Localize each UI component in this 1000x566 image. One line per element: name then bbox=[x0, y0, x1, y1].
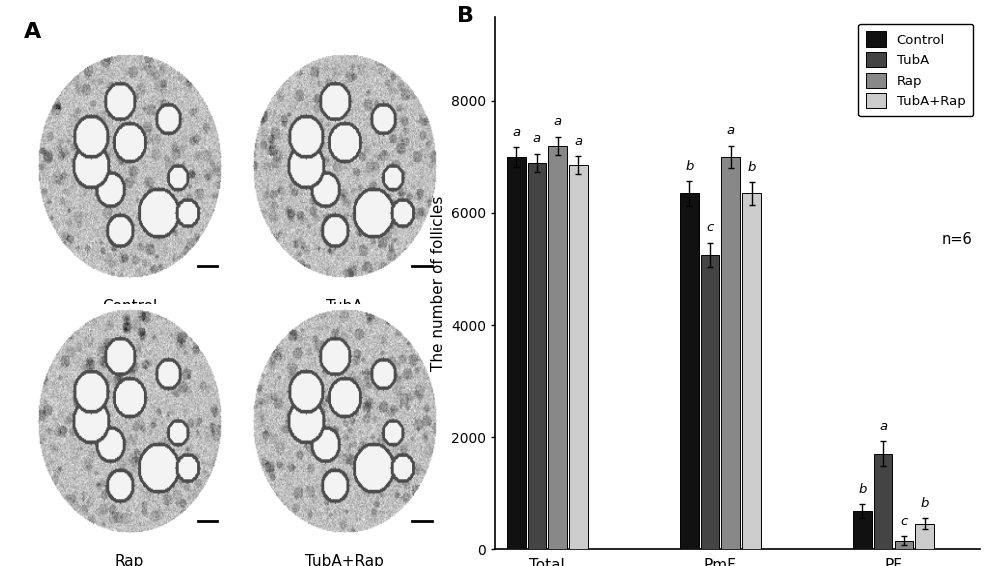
Text: TubA+Rap: TubA+Rap bbox=[305, 554, 384, 566]
Bar bbox=[895, 541, 913, 549]
Text: TubA: TubA bbox=[326, 299, 363, 314]
Bar bbox=[701, 255, 719, 549]
Text: b: b bbox=[920, 497, 929, 510]
Bar bbox=[721, 157, 740, 549]
Bar bbox=[548, 146, 567, 549]
Bar bbox=[874, 454, 892, 549]
Text: b: b bbox=[858, 483, 866, 496]
Text: a: a bbox=[727, 125, 735, 138]
Text: Rap: Rap bbox=[115, 554, 144, 566]
Text: b: b bbox=[685, 160, 693, 173]
Bar bbox=[507, 157, 526, 549]
Text: c: c bbox=[706, 221, 714, 234]
Text: a: a bbox=[574, 135, 583, 148]
Text: a: a bbox=[512, 126, 520, 139]
Text: c: c bbox=[900, 514, 907, 528]
Bar bbox=[742, 194, 761, 549]
Text: A: A bbox=[24, 22, 42, 42]
Text: a: a bbox=[533, 132, 541, 145]
Text: B: B bbox=[457, 6, 474, 27]
Text: a: a bbox=[554, 115, 562, 128]
Text: n=6: n=6 bbox=[942, 233, 973, 247]
Bar bbox=[680, 194, 699, 549]
Bar bbox=[528, 162, 546, 549]
Bar bbox=[853, 511, 872, 549]
Text: b: b bbox=[747, 161, 756, 174]
Text: Control: Control bbox=[102, 299, 157, 314]
Y-axis label: The number of follicles: The number of follicles bbox=[431, 195, 446, 371]
Legend: Control, TubA, Rap, TubA+Rap: Control, TubA, Rap, TubA+Rap bbox=[858, 24, 973, 116]
Text: a: a bbox=[879, 420, 887, 433]
Bar bbox=[569, 165, 588, 549]
Bar bbox=[915, 524, 934, 549]
